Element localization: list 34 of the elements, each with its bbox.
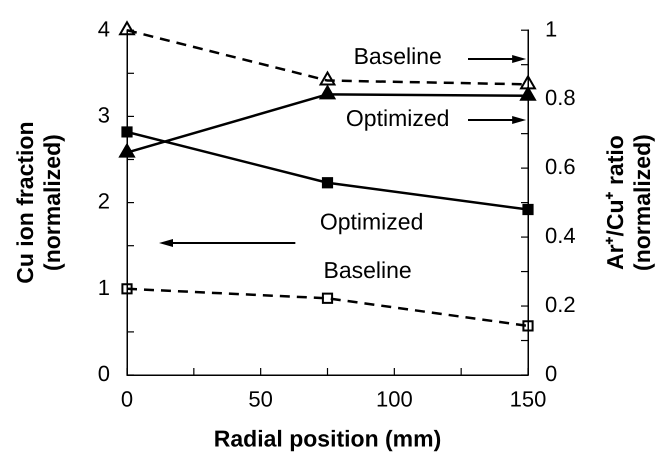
point [322, 292, 334, 304]
y-tick-label: 1 [98, 274, 110, 300]
point [522, 204, 534, 216]
point [121, 283, 133, 294]
point [119, 21, 135, 36]
y2-axis-title: Ar⁺/Cu⁺ ratio (normalized) [602, 134, 655, 271]
y2-tick-label: 0 [545, 361, 558, 386]
point [320, 72, 336, 86]
y-tick-label: 2 [98, 188, 110, 214]
annotation: Baseline [323, 256, 412, 283]
x-tick-label: 50 [248, 386, 273, 412]
y-axis-title: Cu ion fraction (normalized) [12, 121, 65, 284]
point [320, 85, 336, 100]
x-axis-title: Radial position (mm) [214, 425, 442, 452]
y-tick-label: 4 [98, 16, 110, 42]
y-tick-label: 0 [98, 361, 110, 386]
point [119, 144, 135, 158]
y2-tick-label: 0.2 [545, 292, 576, 318]
x-tick-label: 0 [120, 386, 134, 412]
point [121, 126, 133, 138]
y2-tick-label: 0.6 [545, 154, 576, 180]
x-tick-label: 150 [510, 386, 546, 412]
annotation: Optimized [320, 208, 424, 235]
point [520, 86, 536, 101]
y2-tick-label: 0.4 [545, 223, 576, 248]
point [520, 75, 536, 90]
annotation: Baseline [354, 43, 442, 70]
x-tick-label: 100 [376, 386, 413, 412]
point [522, 320, 534, 332]
point [322, 177, 334, 188]
y-tick-label: 3 [98, 102, 110, 128]
annotation: Optimized [346, 105, 450, 132]
y2-tick-label: 0.8 [545, 85, 576, 110]
y2-tick-label: 1 [545, 16, 558, 42]
